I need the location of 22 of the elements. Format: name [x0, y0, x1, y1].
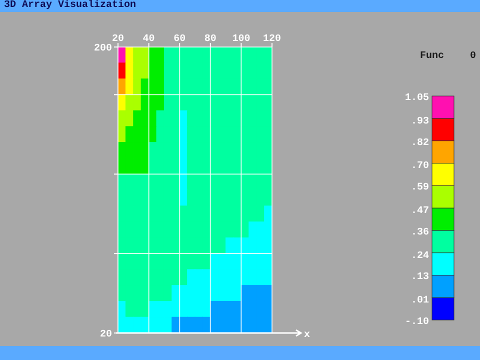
color-bar-label: .47: [410, 206, 429, 217]
x-axis-title: x: [304, 330, 310, 341]
y-tick-label: 200: [94, 44, 112, 55]
text: 0: [470, 51, 476, 62]
x-tick-label: 60: [174, 34, 186, 45]
color-bar-label: .24: [410, 250, 429, 262]
color-bar-label: .01: [410, 296, 429, 307]
color-bar-label: .36: [410, 227, 429, 238]
color-bar-label: .70: [410, 161, 429, 172]
x-tick-label: 120: [262, 34, 282, 45]
color-bar-label: -.10: [404, 317, 429, 328]
color-bar-label: 1.05: [404, 93, 429, 104]
color-bar-label: .13: [410, 272, 429, 284]
color-bar-label: .59: [410, 182, 429, 194]
color-bar-label: .82: [410, 138, 429, 149]
x-tick-label: 20: [112, 34, 124, 45]
x-tick-label: 40: [142, 34, 155, 45]
x-tick-label: 100: [232, 34, 250, 45]
x-tick-label: 80: [204, 34, 216, 45]
color-bar-label: .93: [410, 116, 429, 128]
color-bar-title: Func: [420, 51, 444, 62]
chart-title: 3D Array Visualization: [4, 0, 136, 12]
